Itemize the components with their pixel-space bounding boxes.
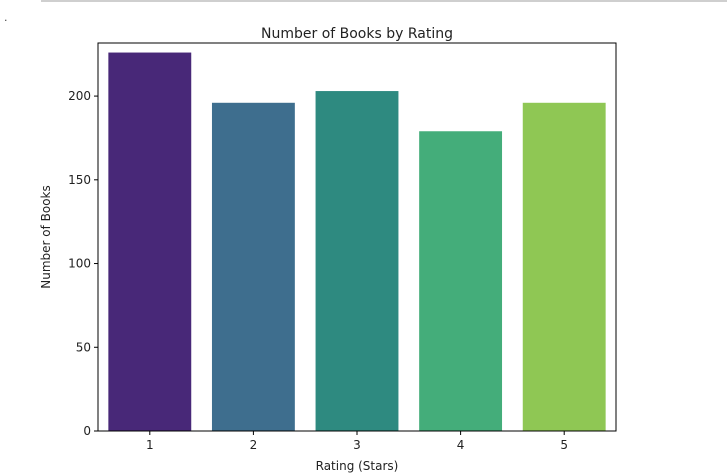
x-axis: 1 2 3 4 5 xyxy=(146,431,568,452)
x-tick-label: 2 xyxy=(250,438,258,452)
y-tick-label: 200 xyxy=(68,89,91,103)
x-tick-label: 5 xyxy=(560,438,568,452)
bar-rating-1 xyxy=(108,52,192,431)
top-divider xyxy=(41,0,727,2)
x-tick-label: 1 xyxy=(146,438,154,452)
chart-title: Number of Books by Rating xyxy=(261,26,453,42)
y-axis: 0 50 100 150 200 xyxy=(68,89,98,438)
x-axis-label: Rating (Stars) xyxy=(316,459,399,473)
plot-area xyxy=(108,52,606,432)
y-tick-label: 0 xyxy=(83,424,91,438)
y-axis-label: Number of Books xyxy=(39,185,53,289)
y-tick-label: 150 xyxy=(68,173,91,187)
x-tick-label: 3 xyxy=(353,438,361,452)
bar-rating-2 xyxy=(211,102,295,432)
bar-rating-4 xyxy=(419,131,503,432)
y-tick-label: 100 xyxy=(68,257,91,271)
bar-rating-5 xyxy=(522,102,606,432)
bar-rating-3 xyxy=(315,91,399,431)
x-tick-label: 4 xyxy=(457,438,465,452)
corner-mark: . xyxy=(4,11,8,24)
y-tick-label: 50 xyxy=(76,340,91,354)
axes-frame xyxy=(97,42,617,432)
